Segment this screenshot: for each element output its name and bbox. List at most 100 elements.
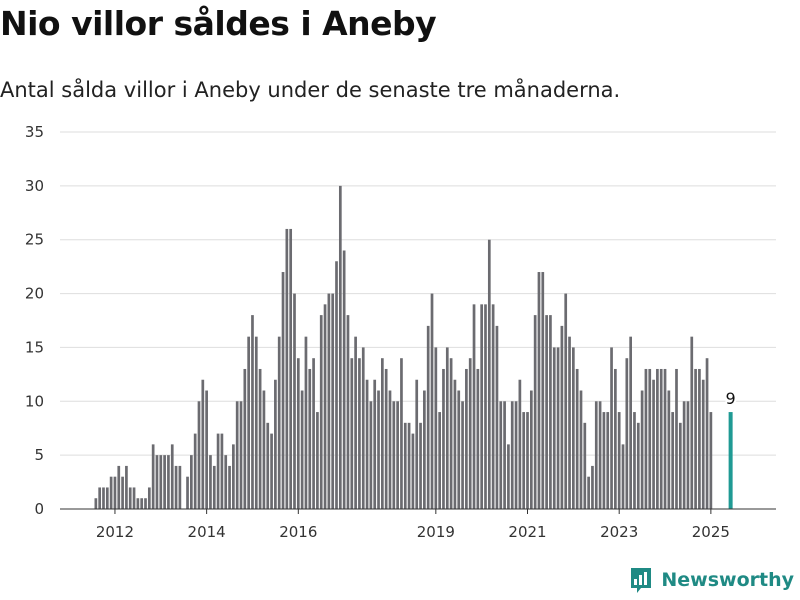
bar [552, 347, 556, 509]
bar [270, 433, 273, 509]
data-labels: 9 [724, 387, 738, 410]
bar [266, 422, 270, 509]
bar [331, 293, 335, 509]
bar [209, 455, 212, 509]
bar [220, 433, 224, 509]
bar [190, 455, 193, 509]
x-tick-label: 2012 [96, 523, 134, 541]
bar [610, 347, 613, 509]
bar [94, 498, 98, 509]
bar [235, 401, 239, 509]
bar [629, 336, 632, 509]
bar [487, 239, 491, 509]
bar [384, 368, 388, 509]
bar [254, 336, 258, 509]
bar [262, 390, 266, 509]
bar [105, 487, 109, 509]
bar [205, 390, 208, 509]
bar [365, 379, 369, 509]
bar [163, 455, 166, 509]
y-tick-label: 35 [25, 123, 44, 141]
bar [232, 444, 235, 509]
bar [480, 304, 484, 509]
bar [701, 379, 705, 509]
bar [465, 368, 468, 509]
bar [686, 401, 690, 509]
bar [216, 433, 220, 509]
bar [449, 358, 453, 509]
bar [472, 304, 476, 509]
bar [709, 412, 713, 509]
bar [575, 368, 579, 509]
bar [327, 293, 331, 509]
bar [373, 379, 377, 509]
bar [121, 476, 124, 509]
bar [644, 368, 648, 509]
bar [594, 401, 598, 509]
bar-highlighted [728, 412, 733, 509]
bar [400, 358, 403, 509]
bar [682, 401, 686, 509]
bar [316, 412, 319, 509]
bar [442, 368, 445, 509]
bar [445, 347, 449, 509]
bar [522, 412, 526, 509]
bar [556, 347, 560, 509]
bar [293, 293, 296, 509]
bar [468, 358, 472, 509]
bar [274, 379, 277, 509]
bar [140, 498, 144, 509]
bar [537, 272, 541, 509]
bar [98, 487, 102, 509]
bar [484, 304, 487, 509]
chart-title: Nio villor såldes i Aneby [0, 4, 437, 43]
bar [151, 444, 155, 509]
y-tick-label: 15 [25, 338, 44, 356]
bar [258, 368, 262, 509]
bar [591, 465, 594, 509]
y-tick-label: 20 [25, 285, 44, 303]
bar [300, 390, 304, 509]
bar [335, 261, 338, 509]
bar [476, 368, 480, 509]
bar [560, 325, 564, 509]
bar [640, 390, 644, 509]
bar [186, 476, 189, 509]
bar [499, 401, 503, 509]
bar [598, 401, 602, 509]
bar [419, 422, 422, 509]
bar [541, 272, 545, 509]
bar [147, 487, 151, 509]
y-tick-label: 30 [25, 177, 44, 195]
bar [174, 465, 178, 509]
x-tick-label: 2021 [508, 523, 546, 541]
bar [239, 401, 243, 509]
bar [281, 272, 285, 509]
bar [507, 444, 510, 509]
x-axis-ticks: 2012 2014 2016 2019 2021 2023 2025 [96, 509, 730, 541]
bar [602, 412, 606, 509]
bar [392, 401, 396, 509]
bar [583, 422, 587, 509]
bar [648, 368, 652, 509]
bar [423, 390, 426, 509]
bar [312, 358, 315, 509]
y-axis-ticks: 0 5 10 15 20 25 30 35 [25, 123, 44, 518]
brand-logo: Newsworthy [629, 566, 794, 594]
bar [319, 315, 323, 509]
bar [102, 487, 105, 509]
bar [304, 336, 308, 509]
bar [564, 293, 568, 509]
bar [533, 315, 537, 509]
bar [545, 315, 548, 509]
bar [338, 185, 342, 510]
bar [201, 379, 205, 509]
bar [514, 401, 518, 509]
x-tick-label: 2016 [279, 523, 317, 541]
bar [396, 401, 399, 509]
x-tick-label: 2014 [188, 523, 226, 541]
bar [178, 465, 182, 509]
brand-name: Newsworthy [661, 569, 794, 591]
bar [411, 433, 415, 509]
